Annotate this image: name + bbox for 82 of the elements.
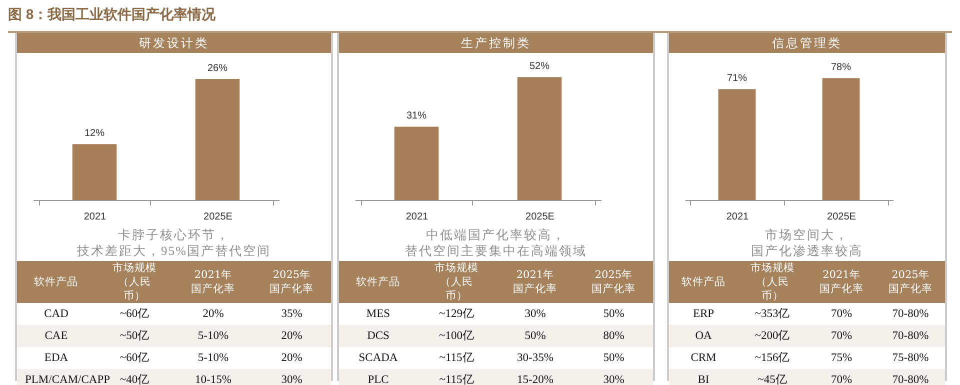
text: ~353亿 [754, 306, 792, 322]
text: 软件产品 [34, 275, 79, 289]
text: ~100亿 [418, 325, 496, 347]
chart-title: 信息管理类 [669, 33, 945, 53]
text: 技术差距大，95%国产替代空间 [76, 243, 272, 259]
text: 70-80% [876, 325, 945, 347]
text: 30% [252, 369, 331, 385]
text: ~50亿 [96, 325, 174, 347]
text: CAE [17, 325, 96, 347]
text: 70% [807, 325, 876, 347]
data-label: 52% [529, 61, 550, 72]
text: 2021年国产化率 [512, 268, 558, 296]
text: 中低端国产化率较高， [425, 227, 567, 243]
x-tick-label: 2025E [827, 212, 856, 222]
text: 35% [280, 306, 304, 322]
text: 20% [252, 325, 331, 347]
text: 15-20% [496, 369, 574, 385]
text: 10-15% [174, 369, 252, 385]
text: 50% [602, 350, 626, 366]
text: 70% [807, 369, 876, 385]
text: 市场规模（人民币） [434, 261, 480, 303]
text: 2025年国产化率 [591, 268, 636, 296]
text: ~200亿 [738, 325, 807, 347]
x-tick-label: 2025E [526, 212, 555, 222]
text: 软件产品 [356, 275, 401, 289]
text: 卡脖子核心环节， [117, 227, 231, 243]
text: 70% [830, 306, 854, 322]
chart-title: 研发设计类 [17, 33, 331, 53]
text: 30-35% [516, 350, 554, 366]
data-label: 31% [406, 110, 427, 122]
x-tick-label: 2021 [84, 212, 107, 222]
text: CRM [690, 350, 718, 366]
text: 5-10% [174, 325, 252, 347]
data-label: 78% [830, 62, 852, 74]
text: 50% [602, 306, 626, 322]
x-tick-label: 2021 [406, 212, 429, 222]
text: ~40亿 [120, 374, 150, 385]
text: 70-80% [891, 306, 930, 322]
text: 80% [574, 325, 653, 347]
text: 2021年国产化率 [190, 268, 236, 296]
text: 75% [830, 350, 854, 366]
data-label: 71% [726, 73, 748, 84]
text: 2025年国产化率 [888, 268, 934, 296]
text: ~60亿 [118, 306, 151, 322]
text: 国产化渗透率较高 [750, 243, 864, 259]
x-tick-label: 2021 [726, 212, 750, 222]
text: ~45亿 [738, 369, 807, 385]
text: EDA [43, 350, 70, 366]
text: 20% [280, 350, 304, 366]
text: 市场规模（人民币） [112, 261, 158, 303]
text: ~129亿 [438, 306, 476, 322]
text: 替代空间主要集中在高端领域 [404, 243, 588, 259]
text: OA [669, 325, 738, 347]
text: 30% [574, 369, 653, 385]
text: 20% [202, 306, 225, 322]
text: ~60亿 [118, 350, 151, 366]
text: 2021年国产化率 [818, 268, 864, 296]
text: 50% [496, 325, 574, 347]
text: 市场空间大， [764, 227, 850, 243]
x-tick-label: 2025E [204, 212, 233, 222]
text: 2025年国产化率 [269, 268, 314, 296]
text: 75-80% [891, 350, 930, 366]
text: PLM/CAM/CAPP [24, 372, 110, 385]
text: MES [365, 306, 392, 322]
text: SCADA [358, 350, 399, 366]
text: ~115亿 [418, 369, 496, 385]
chart-title: 生产控制类 [339, 33, 653, 53]
text: ~115亿 [438, 350, 476, 366]
text: ~156亿 [754, 350, 792, 366]
text: BI [669, 369, 738, 385]
text: 软件产品 [680, 275, 726, 289]
data-label: 12% [84, 128, 105, 140]
data-label: 26% [207, 63, 228, 74]
text: 70-80% [876, 369, 945, 385]
text: ERP [692, 306, 716, 322]
text: 图 8：我国工业软件国产化率情况 [8, 6, 216, 24]
text: 30% [524, 306, 547, 322]
text: 市场规模（人民币） [750, 261, 796, 303]
text: PLC [339, 369, 418, 385]
text: 5-10% [196, 350, 230, 366]
text: DCS [339, 325, 418, 347]
text: CAD [43, 306, 70, 322]
